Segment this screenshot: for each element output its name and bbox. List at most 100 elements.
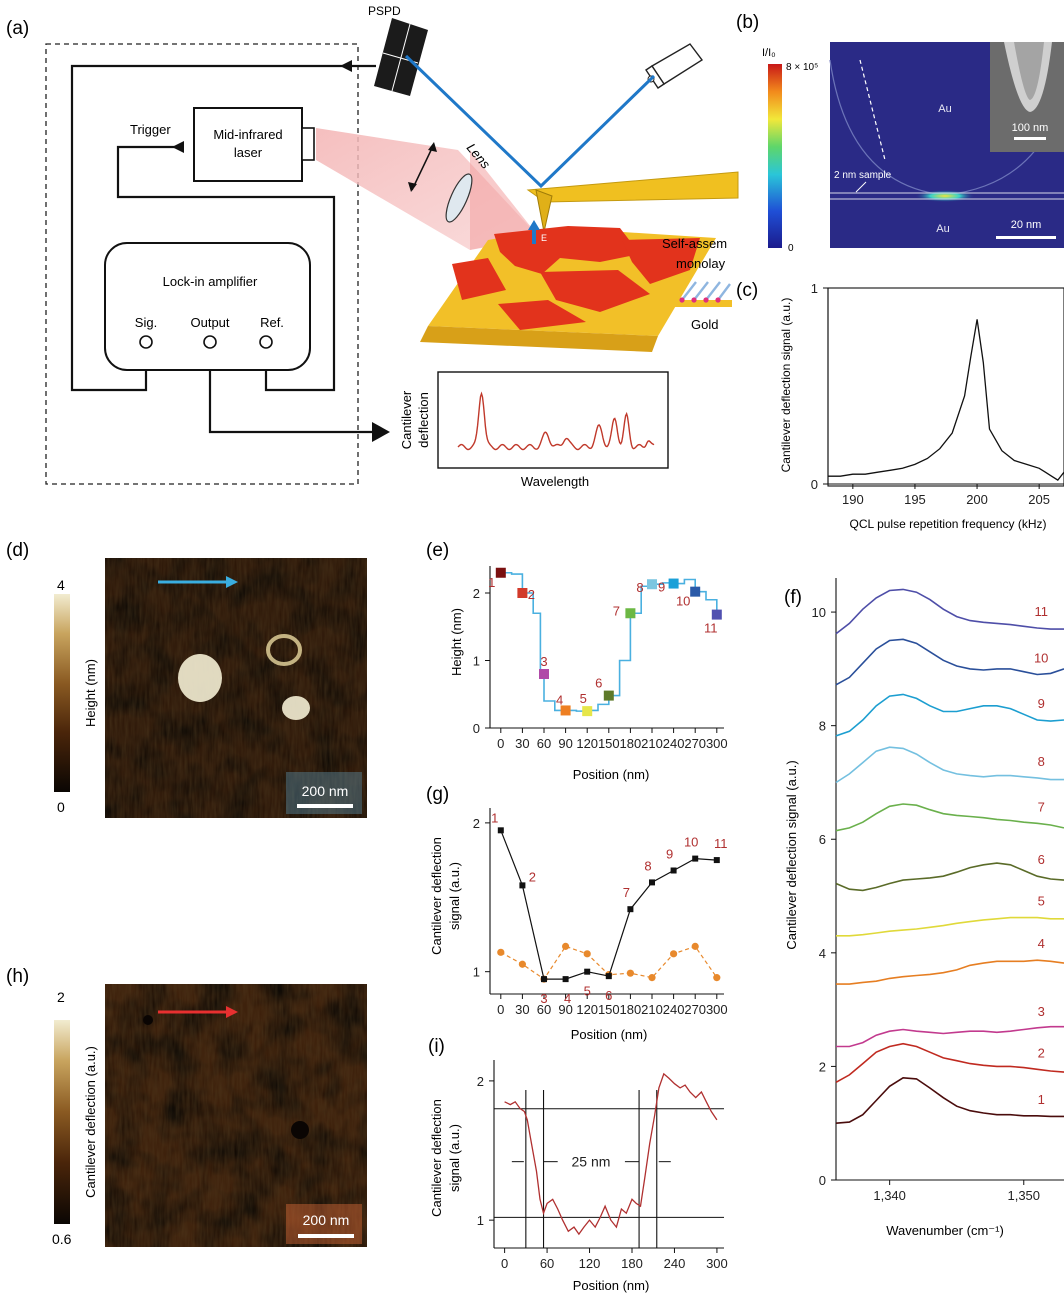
inset-spectrum-curve — [457, 391, 655, 451]
x-tick-label: 210 — [641, 736, 663, 751]
y-tick-label: 6 — [819, 832, 826, 847]
f-spectrum-label: 2 — [1038, 1045, 1045, 1060]
g-series-signal — [500, 830, 717, 980]
h-scalebar-label: 200 nm — [303, 1212, 350, 1228]
x-tick-label: 60 — [540, 1256, 554, 1271]
b-sample-label: 2 nm sample — [834, 170, 892, 181]
e-marker-10 — [690, 586, 701, 597]
e-marker-label: 5 — [580, 691, 587, 706]
d-colorbar-min: 0 — [57, 799, 65, 815]
focused-beam — [470, 150, 538, 250]
g-reference-point — [691, 942, 699, 950]
y-tick-label: 2 — [473, 586, 480, 601]
e-marker-label: 11 — [704, 621, 718, 636]
g-point-label: 9 — [666, 846, 673, 861]
g-signal-point — [670, 867, 677, 874]
e-marker-label: 6 — [595, 676, 602, 691]
d-profile-arrowhead — [226, 576, 238, 588]
x-tick-label: 0 — [497, 1002, 504, 1017]
f-spectrum-7 — [835, 803, 1064, 832]
g-signal-point — [584, 968, 591, 975]
b-colorbar-min: 0 — [788, 243, 794, 254]
e-ylabel: Height (nm) — [449, 608, 464, 676]
y-tick-label: 2 — [477, 1074, 484, 1089]
c-xlabel: QCL pulse repetition frequency (kHz) — [850, 517, 1047, 531]
h-colorbar-max: 2 — [57, 989, 65, 1005]
b-dashed-line — [859, 59, 886, 161]
e-marker-label: 1 — [488, 575, 495, 590]
output-port-label: Output — [190, 315, 229, 330]
sam-label-2: monolay — [676, 256, 726, 271]
trigger-label: Trigger — [130, 122, 171, 137]
panel-label-e: (e) — [426, 540, 449, 561]
inset-spectrum-frame — [437, 371, 669, 469]
y-tick-label: 2 — [819, 1059, 826, 1074]
g-reference-point — [648, 974, 656, 982]
f-spectrum-label: 10 — [1034, 651, 1048, 666]
f-spectrum-6 — [835, 862, 1064, 892]
f-ylabel: Cantilever deflection signal (a.u.) — [784, 760, 799, 949]
e-marker-5 — [582, 706, 593, 717]
e-marker-4 — [560, 705, 571, 716]
b-au-bottom: Au — [936, 223, 949, 235]
x-tick-label: 30 — [515, 1002, 529, 1017]
lock-in-label: Lock-in amplifier — [163, 274, 258, 289]
b-au-top: Au — [938, 103, 951, 115]
e-marker-label: 3 — [540, 654, 547, 669]
h-scalebar — [298, 1234, 354, 1238]
x-tick-label: 90 — [558, 736, 572, 751]
g-ylabel-1: Cantilever deflection — [429, 837, 444, 955]
pspd-detector: PSPD — [368, 4, 428, 96]
panel-c: (c) 190 195 200 205 0 1 Cantilever deflection… — [736, 280, 1064, 531]
c-resonance-curve — [828, 319, 1064, 481]
alignment-laser-icon — [645, 43, 704, 89]
i-ylabel-2: signal (a.u.) — [447, 1124, 462, 1192]
sig-port — [139, 335, 153, 349]
f-spectrum-1 — [835, 1076, 1064, 1124]
d-scalebar-label: 200 nm — [302, 783, 349, 799]
instrument-dashed-box — [45, 43, 359, 485]
g-signal-point — [519, 882, 526, 889]
g-ylabel-2: signal (a.u.) — [447, 862, 462, 930]
laser-label-1: Mid-infrared — [213, 127, 282, 142]
g-reference-point — [670, 950, 678, 958]
e-marker-label: 9 — [658, 580, 665, 595]
g-reference-point — [562, 942, 570, 950]
f-spectrum-label: 5 — [1038, 894, 1045, 909]
x-tick-label: 180 — [620, 736, 642, 751]
sig-port-label: Sig. — [135, 315, 157, 330]
b-inset-scalebar — [1014, 137, 1046, 140]
e-marker-8 — [647, 579, 657, 590]
x-tick-label: 300 — [706, 736, 728, 751]
e-marker-7 — [625, 608, 636, 619]
h-colorbar-min: 0.6 — [52, 1231, 72, 1247]
panel-label-a: (a) — [6, 18, 29, 39]
x-tick-label: 270 — [684, 736, 706, 751]
hotspot — [915, 190, 975, 202]
cantilever — [526, 171, 739, 203]
mid-ir-laser-box — [193, 107, 303, 182]
y-tick-label: 0 — [473, 721, 480, 736]
e-marker-3 — [539, 669, 549, 679]
g-xlabel: Position (nm) — [571, 1027, 648, 1042]
f-spectrum-label: 8 — [1038, 754, 1045, 769]
f-spectrum-10 — [835, 638, 1064, 686]
e-marker-label: 8 — [636, 580, 643, 595]
g-signal-point — [541, 976, 547, 983]
f-spectrum-5 — [836, 916, 1064, 937]
x-tick-label: 120 — [576, 736, 598, 751]
x-tick-label: 240 — [663, 736, 685, 751]
x-tick-label: 270 — [684, 1002, 706, 1017]
h-colorbar-label: Cantilever deflection (a.u.) — [83, 1046, 98, 1198]
lock-in-amplifier-box — [104, 242, 311, 371]
d-colorbar-label: Height (nm) — [83, 659, 98, 727]
e-marker-1 — [495, 567, 506, 578]
i-ylabel-1: Cantilever deflection — [429, 1099, 444, 1217]
ref-port — [259, 335, 273, 349]
h-profile-arrowhead — [226, 1006, 238, 1018]
c-ylabel: Cantilever deflection signal (a.u.) — [779, 298, 793, 473]
panel-a: (a) PSPD Mid-infrared — [6, 4, 739, 489]
